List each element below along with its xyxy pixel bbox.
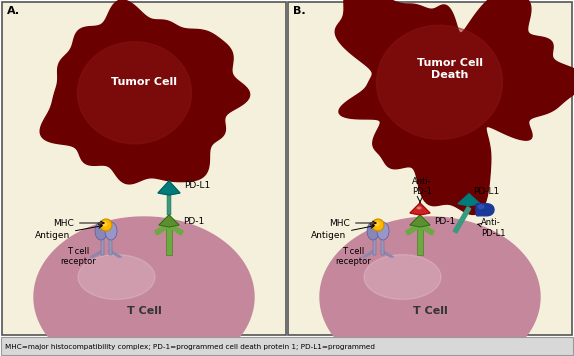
Bar — [100, 227, 103, 255]
Polygon shape — [335, 0, 574, 214]
Circle shape — [103, 221, 107, 226]
Ellipse shape — [95, 222, 107, 240]
Bar — [108, 227, 111, 255]
Text: T cell
receptor: T cell receptor — [60, 247, 96, 266]
Text: MHC: MHC — [53, 219, 104, 227]
Polygon shape — [155, 223, 169, 235]
Text: Antigen: Antigen — [35, 225, 102, 240]
Bar — [417, 227, 423, 255]
Text: B.: B. — [293, 6, 305, 16]
Polygon shape — [377, 25, 502, 139]
Polygon shape — [363, 251, 375, 257]
Circle shape — [374, 221, 379, 226]
Text: T Cell: T Cell — [127, 307, 161, 316]
Bar — [167, 195, 171, 215]
Polygon shape — [91, 251, 103, 257]
Polygon shape — [381, 251, 394, 257]
Bar — [381, 227, 383, 255]
Polygon shape — [34, 217, 254, 356]
Text: T Cell: T Cell — [413, 307, 447, 316]
Polygon shape — [77, 42, 192, 144]
Text: A.: A. — [7, 6, 20, 16]
Bar — [166, 227, 172, 255]
Text: MHC: MHC — [329, 219, 376, 227]
Polygon shape — [158, 181, 180, 195]
Polygon shape — [108, 251, 122, 257]
Text: PD-L1: PD-L1 — [184, 180, 210, 189]
Polygon shape — [78, 255, 155, 299]
Ellipse shape — [417, 206, 421, 209]
Text: Tumor Cell
Death: Tumor Cell Death — [417, 58, 483, 80]
Text: T cell
receptor: T cell receptor — [335, 247, 371, 266]
Bar — [373, 227, 375, 255]
Ellipse shape — [105, 222, 117, 240]
Ellipse shape — [367, 222, 379, 240]
Polygon shape — [410, 203, 430, 215]
Bar — [1, 337, 573, 355]
Text: PD-1: PD-1 — [183, 216, 204, 225]
Text: Anti-
PD-1: Anti- PD-1 — [412, 177, 432, 196]
Polygon shape — [169, 223, 183, 235]
Text: Tumor Cell: Tumor Cell — [111, 77, 177, 87]
Text: MHC=major histocompatibility complex; PD-1=programmed cell death protein 1; PD-L: MHC=major histocompatibility complex; PD… — [5, 344, 375, 350]
Polygon shape — [458, 194, 480, 206]
Polygon shape — [40, 0, 250, 184]
Bar — [288, 2, 572, 335]
Text: Anti-
PD-L1: Anti- PD-L1 — [478, 218, 506, 238]
Text: PD-1: PD-1 — [434, 216, 455, 225]
Polygon shape — [420, 223, 434, 235]
Polygon shape — [320, 217, 540, 356]
Polygon shape — [406, 223, 420, 235]
Polygon shape — [476, 204, 494, 216]
Circle shape — [100, 219, 112, 231]
Polygon shape — [364, 255, 441, 299]
Ellipse shape — [377, 222, 389, 240]
Text: Antigen: Antigen — [311, 225, 374, 240]
Polygon shape — [453, 207, 471, 233]
Polygon shape — [410, 215, 430, 227]
Polygon shape — [159, 215, 179, 227]
Text: PD-L1: PD-L1 — [473, 188, 499, 197]
Bar — [2, 2, 286, 335]
Ellipse shape — [478, 204, 484, 209]
Circle shape — [372, 219, 384, 231]
